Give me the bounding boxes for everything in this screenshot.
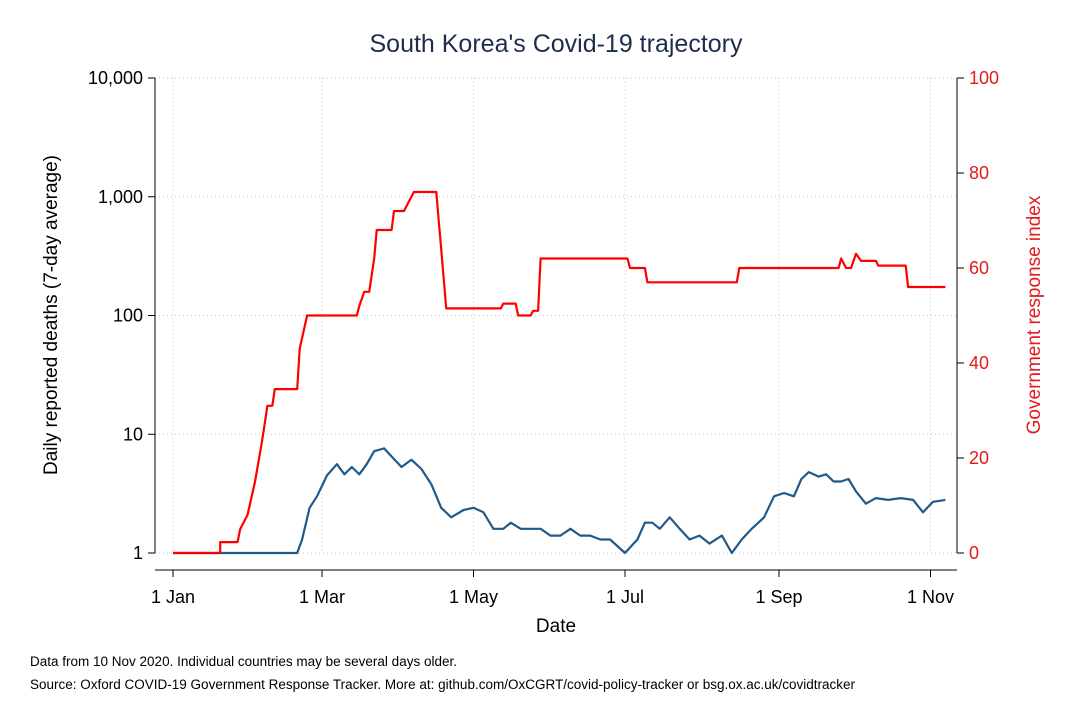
y-axis-right-label: Government response index xyxy=(1024,195,1045,434)
axes: 1 10 100 1,000 10,000 0 20 40 60 80 100 1 Jan 1 Mar 1… xyxy=(88,68,999,607)
data-note: Data from 10 Nov 2020. Individual countr… xyxy=(30,654,457,669)
y-right-tick-label: 100 xyxy=(969,68,999,88)
series-line-deaths xyxy=(173,447,946,555)
y-left-tick-label: 10,000 xyxy=(88,68,143,88)
source-note: Source: Oxford COVID-19 Government Respo… xyxy=(30,677,856,692)
y-right-tick-label: 20 xyxy=(969,448,989,468)
x-axis-label: Date xyxy=(536,616,576,637)
y-right-tick-label: 80 xyxy=(969,163,989,183)
y-left-tick-label: 1,000 xyxy=(98,187,143,207)
chart-title: South Korea's Covid-19 trajectory xyxy=(369,30,743,58)
y-left-tick-label: 100 xyxy=(113,306,143,326)
y-left-tick-label: 1 xyxy=(133,543,143,563)
series-line-response-index xyxy=(173,190,946,555)
series-layer xyxy=(173,190,946,555)
y-right-tick-label: 0 xyxy=(969,543,979,563)
x-tick-label: 1 Sep xyxy=(755,587,802,607)
x-tick-label: 1 Jan xyxy=(151,587,195,607)
gridlines xyxy=(155,77,957,554)
y-axis-left-label: Daily reported deaths (7-day average) xyxy=(41,155,62,475)
y-left-tick-label: 10 xyxy=(123,424,143,444)
y-right-tick-label: 40 xyxy=(969,353,989,373)
x-tick-label: 1 Jul xyxy=(606,587,644,607)
x-tick-label: 1 Mar xyxy=(299,587,345,607)
x-tick-label: 1 May xyxy=(449,587,498,607)
y-right-tick-label: 60 xyxy=(969,258,989,278)
x-tick-label: 1 Nov xyxy=(907,587,954,607)
